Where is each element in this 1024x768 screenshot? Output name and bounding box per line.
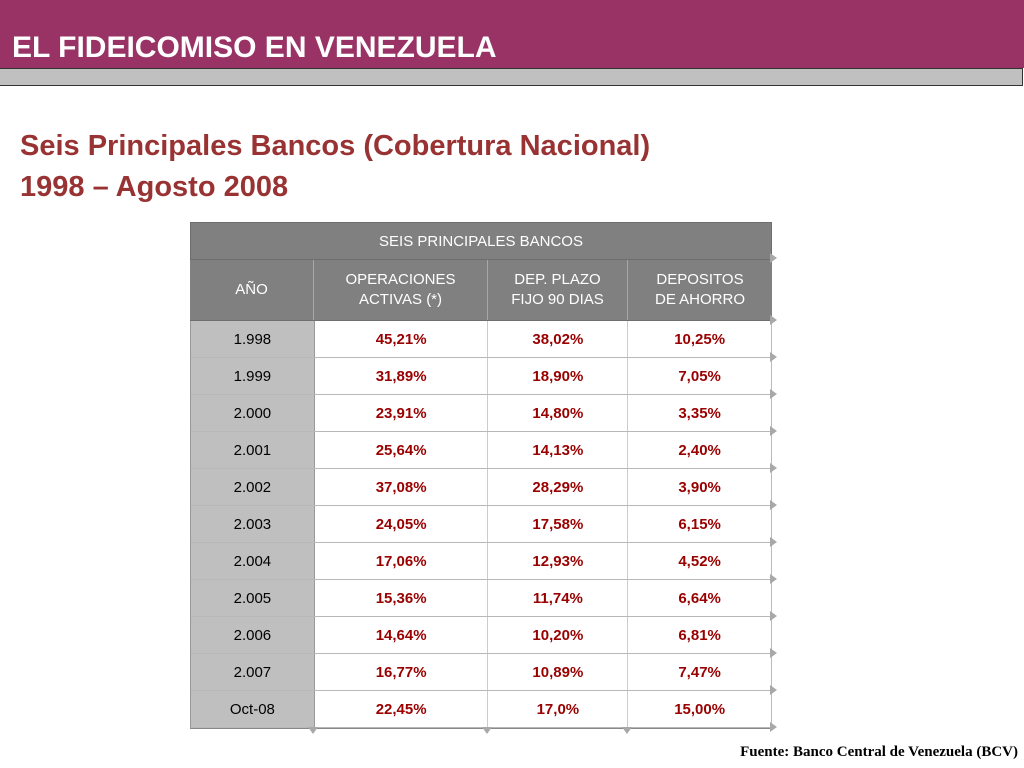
value-cell: 23,91% <box>314 395 489 431</box>
arrow-marker-icon <box>770 537 777 547</box>
column-header: DEPOSITOS DE AHORRO <box>628 260 772 320</box>
arrow-marker-icon <box>770 463 777 473</box>
value-cell: 11,74% <box>488 580 629 616</box>
table-row: 2.003 24,05% 17,58% 6,15% <box>191 506 772 543</box>
arrow-marker-icon <box>770 722 777 732</box>
table-row: 1.998 45,21% 38,02% 10,25% <box>191 321 772 358</box>
value-cell: 17,58% <box>488 506 629 542</box>
column-header: AÑO <box>190 260 314 320</box>
table-header-row: AÑO OPERACIONES ACTIVAS (*) DEP. PLAZO FIJO … <box>190 260 772 321</box>
table-row: 2.000 23,91% 14,80% 3,35% <box>191 395 772 432</box>
value-cell: 16,77% <box>314 654 489 690</box>
value-cell: 10,89% <box>488 654 629 690</box>
arrow-marker-icon <box>308 727 318 734</box>
year-cell: 2.004 <box>191 543 315 579</box>
arrow-marker-icon <box>770 389 777 399</box>
arrow-marker-icon <box>770 253 777 263</box>
source-note: Fuente: Banco Central de Venezuela (BCV) <box>740 744 1018 760</box>
value-cell: 24,05% <box>314 506 489 542</box>
table-row: 2.005 15,36% 11,74% 6,64% <box>191 580 772 617</box>
value-cell: 18,90% <box>488 358 629 394</box>
arrow-marker-icon <box>770 500 777 510</box>
column-header: OPERACIONES ACTIVAS (*) <box>314 260 488 320</box>
title-divider <box>0 68 1023 86</box>
arrow-marker-icon <box>770 611 777 621</box>
value-cell: 10,20% <box>488 617 629 653</box>
table-row: Oct-08 22,45% 17,0% 15,00% <box>191 691 772 728</box>
value-cell: 14,80% <box>488 395 629 431</box>
subtitle-line-1: Seis Principales Bancos (Cobertura Nacio… <box>20 130 651 162</box>
column-header-line: DE AHORRO <box>654 291 745 308</box>
table-row: 2.001 25,64% 14,13% 2,40% <box>191 432 772 469</box>
year-cell: Oct-08 <box>191 691 315 727</box>
value-cell: 37,08% <box>314 469 489 505</box>
table-caption: SEIS PRINCIPALES BANCOS <box>190 222 772 260</box>
table-row: 2.006 14,64% 10,20% 6,81% <box>191 617 772 654</box>
arrow-marker-icon <box>770 574 777 584</box>
subtitle-line-2: 1998 – Agosto 2008 <box>20 171 289 203</box>
value-cell: 31,89% <box>314 358 489 394</box>
value-cell: 17,06% <box>314 543 489 579</box>
year-cell: 2.002 <box>191 469 315 505</box>
value-cell: 6,15% <box>628 506 772 542</box>
year-cell: 1.999 <box>191 358 315 394</box>
value-cell: 7,05% <box>628 358 772 394</box>
arrow-marker-icon <box>482 727 492 734</box>
column-header-line: OPERACIONES <box>345 271 456 288</box>
arrow-marker-icon <box>770 315 777 325</box>
value-cell: 28,29% <box>488 469 629 505</box>
table-row: 2.004 17,06% 12,93% 4,52% <box>191 543 772 580</box>
value-cell: 12,93% <box>488 543 629 579</box>
column-header-line: ACTIVAS (*) <box>358 291 443 308</box>
table-row: 2.007 16,77% 10,89% 7,47% <box>191 654 772 691</box>
value-cell: 14,13% <box>488 432 629 468</box>
value-cell: 2,40% <box>628 432 772 468</box>
year-cell: 2.000 <box>191 395 315 431</box>
value-cell: 22,45% <box>314 691 489 727</box>
value-cell: 6,81% <box>628 617 772 653</box>
value-cell: 7,47% <box>628 654 772 690</box>
title-bar: EL FIDEICOMISO EN VENEZUELA <box>0 0 1024 68</box>
arrow-marker-icon <box>770 648 777 658</box>
table-body: 1.998 45,21% 38,02% 10,25% 1.999 31,89% 18,90%… <box>190 321 772 729</box>
year-cell: 2.005 <box>191 580 315 616</box>
table-row: 1.999 31,89% 18,90% 7,05% <box>191 358 772 395</box>
value-cell: 15,36% <box>314 580 489 616</box>
table-row: 2.002 37,08% 28,29% 3,90% <box>191 469 772 506</box>
value-cell: 4,52% <box>628 543 772 579</box>
year-cell: 2.006 <box>191 617 315 653</box>
year-cell: 2.003 <box>191 506 315 542</box>
column-header-line: DEPOSITOS <box>656 271 744 288</box>
value-cell: 25,64% <box>314 432 489 468</box>
arrow-marker-icon <box>770 685 777 695</box>
value-cell: 10,25% <box>628 321 772 357</box>
column-header-line: FIJO 90 DIAS <box>511 291 604 308</box>
arrow-marker-icon <box>622 727 632 734</box>
value-cell: 17,0% <box>488 691 629 727</box>
value-cell: 6,64% <box>628 580 772 616</box>
value-cell: 3,35% <box>628 395 772 431</box>
column-header-line: DEP. PLAZO <box>514 271 601 288</box>
page-title: EL FIDEICOMISO EN VENEZUELA <box>12 31 497 64</box>
year-cell: 2.001 <box>191 432 315 468</box>
column-header: DEP. PLAZO FIJO 90 DIAS <box>488 260 628 320</box>
arrow-marker-icon <box>770 352 777 362</box>
arrow-marker-icon <box>770 426 777 436</box>
value-cell: 3,90% <box>628 469 772 505</box>
banks-table: SEIS PRINCIPALES BANCOS AÑO OPERACIONES AC… <box>190 222 772 729</box>
value-cell: 38,02% <box>488 321 629 357</box>
value-cell: 14,64% <box>314 617 489 653</box>
value-cell: 15,00% <box>628 691 772 727</box>
column-header-line: AÑO <box>235 281 268 298</box>
year-cell: 1.998 <box>191 321 315 357</box>
year-cell: 2.007 <box>191 654 315 690</box>
value-cell: 45,21% <box>314 321 489 357</box>
subtitle: Seis Principales Bancos (Cobertura Nacio… <box>20 126 650 208</box>
